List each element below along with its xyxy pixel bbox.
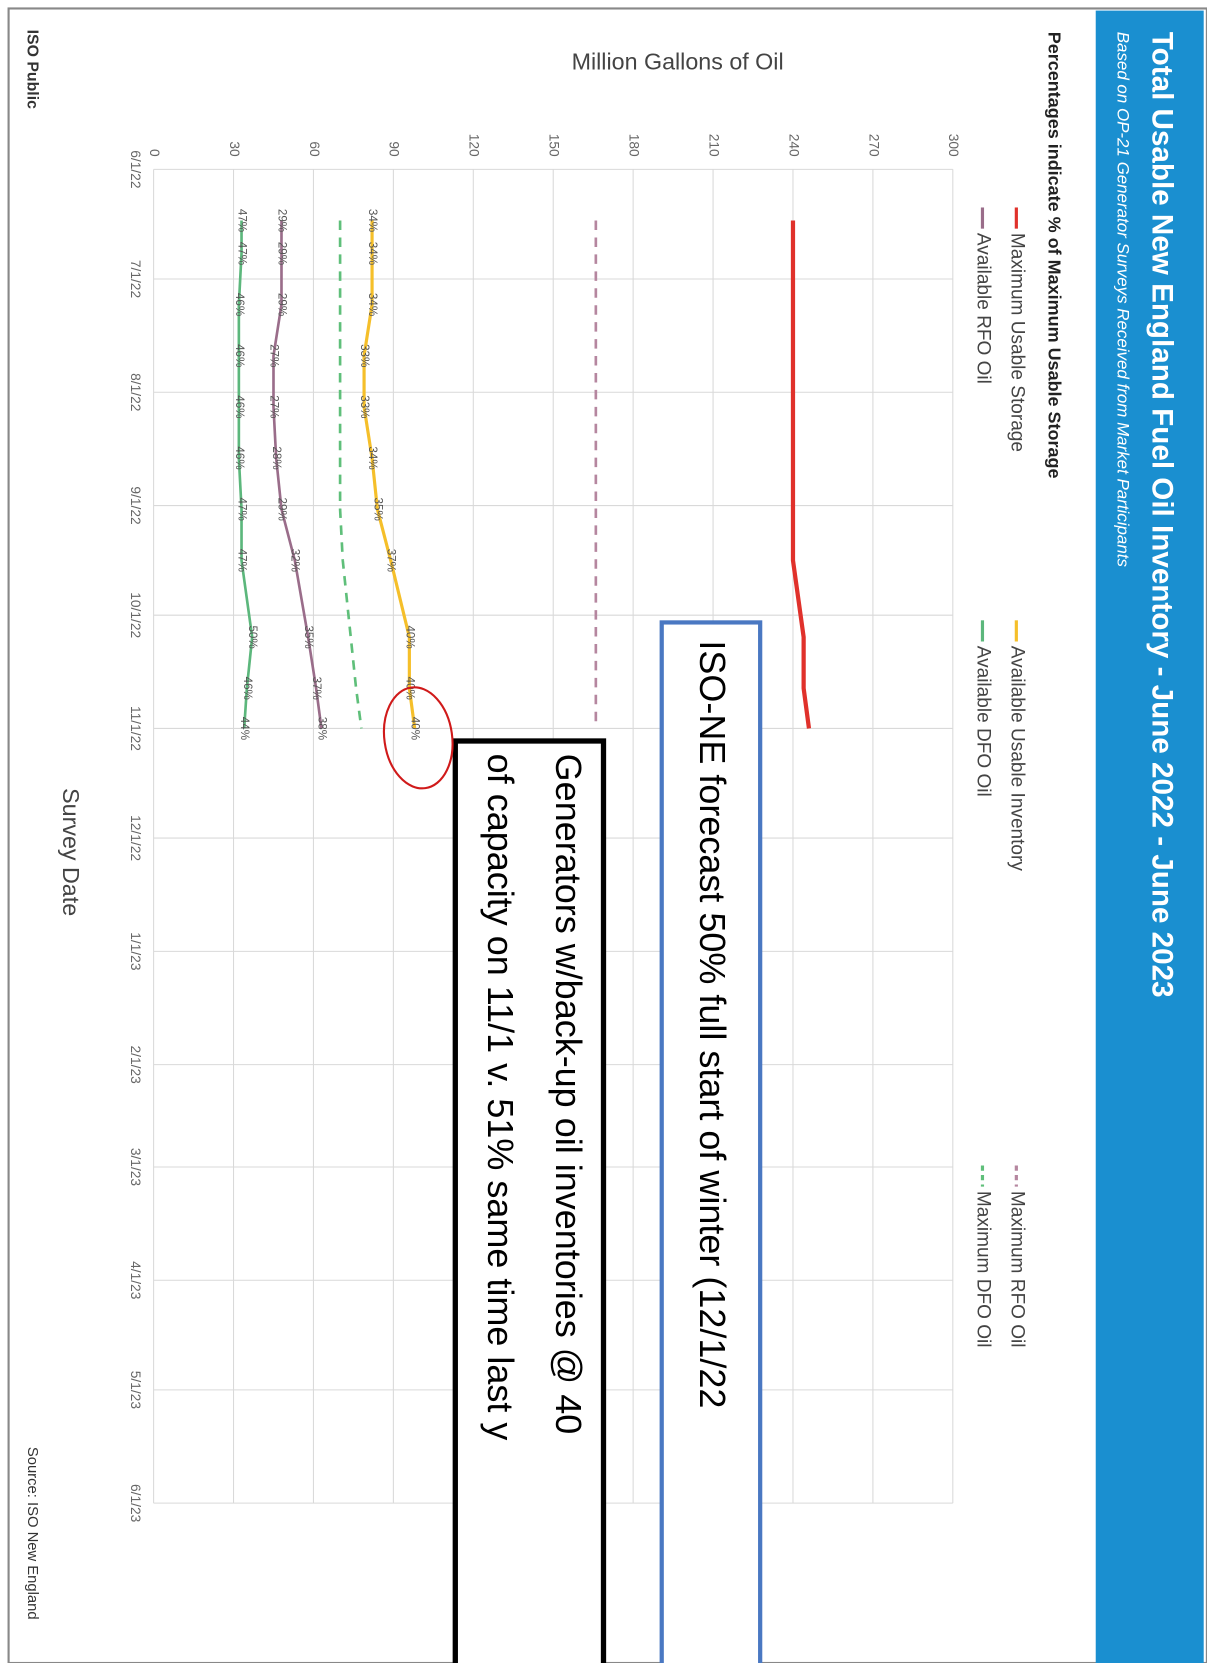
annotation-box (452, 738, 607, 1663)
point-label: 35% (302, 625, 315, 648)
chart-title: Total Usable New England Fuel Oil Invent… (1145, 32, 1178, 998)
annotation-box (659, 620, 763, 1663)
x-tick-label: 10/1/22 (128, 592, 143, 638)
point-label: 37% (385, 549, 398, 572)
point-label: 40% (403, 625, 416, 648)
point-label: 35% (371, 498, 384, 521)
point-label: 34% (366, 446, 379, 469)
legend-label: Available Usable Inventory (1006, 646, 1027, 872)
x-tick-label: 3/1/23 (128, 1148, 143, 1187)
point-label: 46% (233, 293, 246, 316)
x-tick-label: 8/1/22 (128, 373, 143, 411)
y-tick-label: 210 (706, 134, 721, 157)
legend-label: Available RFO Oil (972, 233, 993, 384)
note: Percentages indicate % of Maximum Usable… (1045, 32, 1065, 479)
x-tick-label: 4/1/23 (128, 1261, 143, 1300)
point-label: 47% (235, 549, 248, 572)
y-tick-label: 0 (147, 149, 162, 157)
x-tick-label: 11/1/22 (128, 706, 143, 751)
x-tick-label: 12/1/22 (128, 815, 143, 861)
footer-right: Source: ISO New England (24, 1447, 40, 1620)
point-label: 46% (233, 344, 246, 367)
x-tick-label: 1/1/23 (128, 932, 143, 971)
point-label: 29% (275, 293, 288, 316)
point-label: 40% (409, 717, 422, 740)
point-label: 50% (246, 625, 259, 648)
point-label: 46% (233, 395, 246, 418)
y-tick-label: 270 (866, 134, 881, 157)
point-label: 32% (289, 549, 302, 572)
point-label: 44% (238, 717, 251, 740)
point-label: 29% (275, 209, 288, 232)
footer-left: ISO Public (24, 30, 41, 109)
title-band (1095, 10, 1204, 1663)
y-tick-label: 300 (946, 134, 961, 157)
x-tick-label: 9/1/22 (128, 486, 143, 524)
point-label: 29% (275, 498, 288, 521)
point-label: 47% (235, 209, 248, 232)
chart-subtitle: Based on OP-21 Generator Surveys Receive… (1114, 32, 1133, 568)
series-line (272, 220, 323, 729)
series-line (362, 220, 417, 729)
point-label: 46% (233, 446, 246, 469)
y-tick-label: 30 (227, 141, 242, 157)
y-tick-label: 60 (307, 141, 322, 157)
annotation-text: ISO-NE forecast 50% full start of winter… (692, 640, 733, 1408)
x-tick-label: 6/1/22 (128, 150, 143, 188)
point-label: 27% (267, 344, 280, 367)
annotation-text: of capacity on 11/1 v. 51% same time las… (480, 754, 521, 1441)
y-axis-label: Million Gallons of Oil (572, 49, 784, 75)
point-label: 34% (366, 242, 379, 265)
point-label: 33% (358, 395, 371, 418)
x-axis-label: Survey Date (58, 788, 84, 916)
y-tick-label: 120 (467, 134, 482, 157)
point-label: 47% (235, 242, 248, 265)
y-tick-label: 240 (786, 134, 801, 157)
legend-label: Maximum DFO Oil (972, 1191, 993, 1348)
point-label: 37% (310, 677, 323, 700)
x-tick-label: 6/1/23 (128, 1484, 143, 1523)
series-line (338, 220, 363, 729)
y-tick-label: 150 (547, 134, 562, 157)
x-tick-label: 7/1/22 (128, 260, 143, 298)
highlight-circle (382, 686, 454, 790)
y-tick-label: 90 (387, 141, 402, 157)
point-label: 34% (366, 293, 379, 316)
x-tick-label: 2/1/23 (128, 1046, 143, 1085)
annotation-text: Generators w/back-up oil inventories @ 4… (548, 754, 589, 1435)
rotated-slide: Total Usable New England Fuel Oil Invent… (7, 7, 1207, 1663)
y-tick-label: 180 (626, 134, 641, 157)
point-label: 28% (270, 446, 283, 469)
point-label: 27% (267, 395, 280, 418)
point-label: 29% (275, 242, 288, 265)
series-line (790, 220, 812, 729)
point-label: 33% (358, 344, 371, 367)
legend-label: Maximum Usable Storage (1006, 233, 1027, 452)
point-label: 38% (315, 717, 328, 740)
legend-label: Available DFO Oil (972, 646, 993, 797)
series-line (237, 220, 254, 729)
x-tick-label: 5/1/23 (128, 1371, 143, 1410)
point-label: 47% (235, 498, 248, 521)
point-label: 34% (366, 209, 379, 232)
legend-label: Maximum RFO Oil (1006, 1191, 1027, 1348)
point-label: 46% (241, 677, 254, 700)
